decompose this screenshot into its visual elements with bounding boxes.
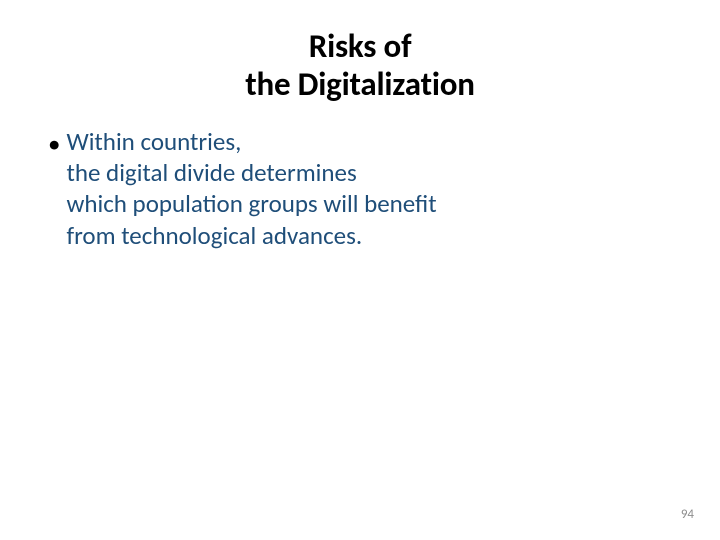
bullet-line-2: the digital divide determines — [66, 157, 680, 188]
slide-title: Risks of the Digitalization — [40, 28, 680, 104]
page-number: 94 — [681, 507, 694, 522]
bullet-item: • Within countries, the digital divide d… — [48, 126, 680, 251]
title-line-2: the Digitalization — [40, 66, 680, 104]
title-line-1: Risks of — [40, 28, 680, 66]
bullet-marker: • — [48, 126, 66, 159]
slide: Risks of the Digitalization • Within cou… — [0, 0, 720, 540]
bullet-line-1: Within countries, — [66, 126, 680, 157]
bullet-line-3: which population groups will benefit — [66, 188, 680, 219]
slide-body: • Within countries, the digital divide d… — [40, 126, 680, 251]
bullet-text: Within countries, the digital divide det… — [66, 126, 680, 251]
bullet-line-4: from technological advances. — [66, 220, 680, 251]
